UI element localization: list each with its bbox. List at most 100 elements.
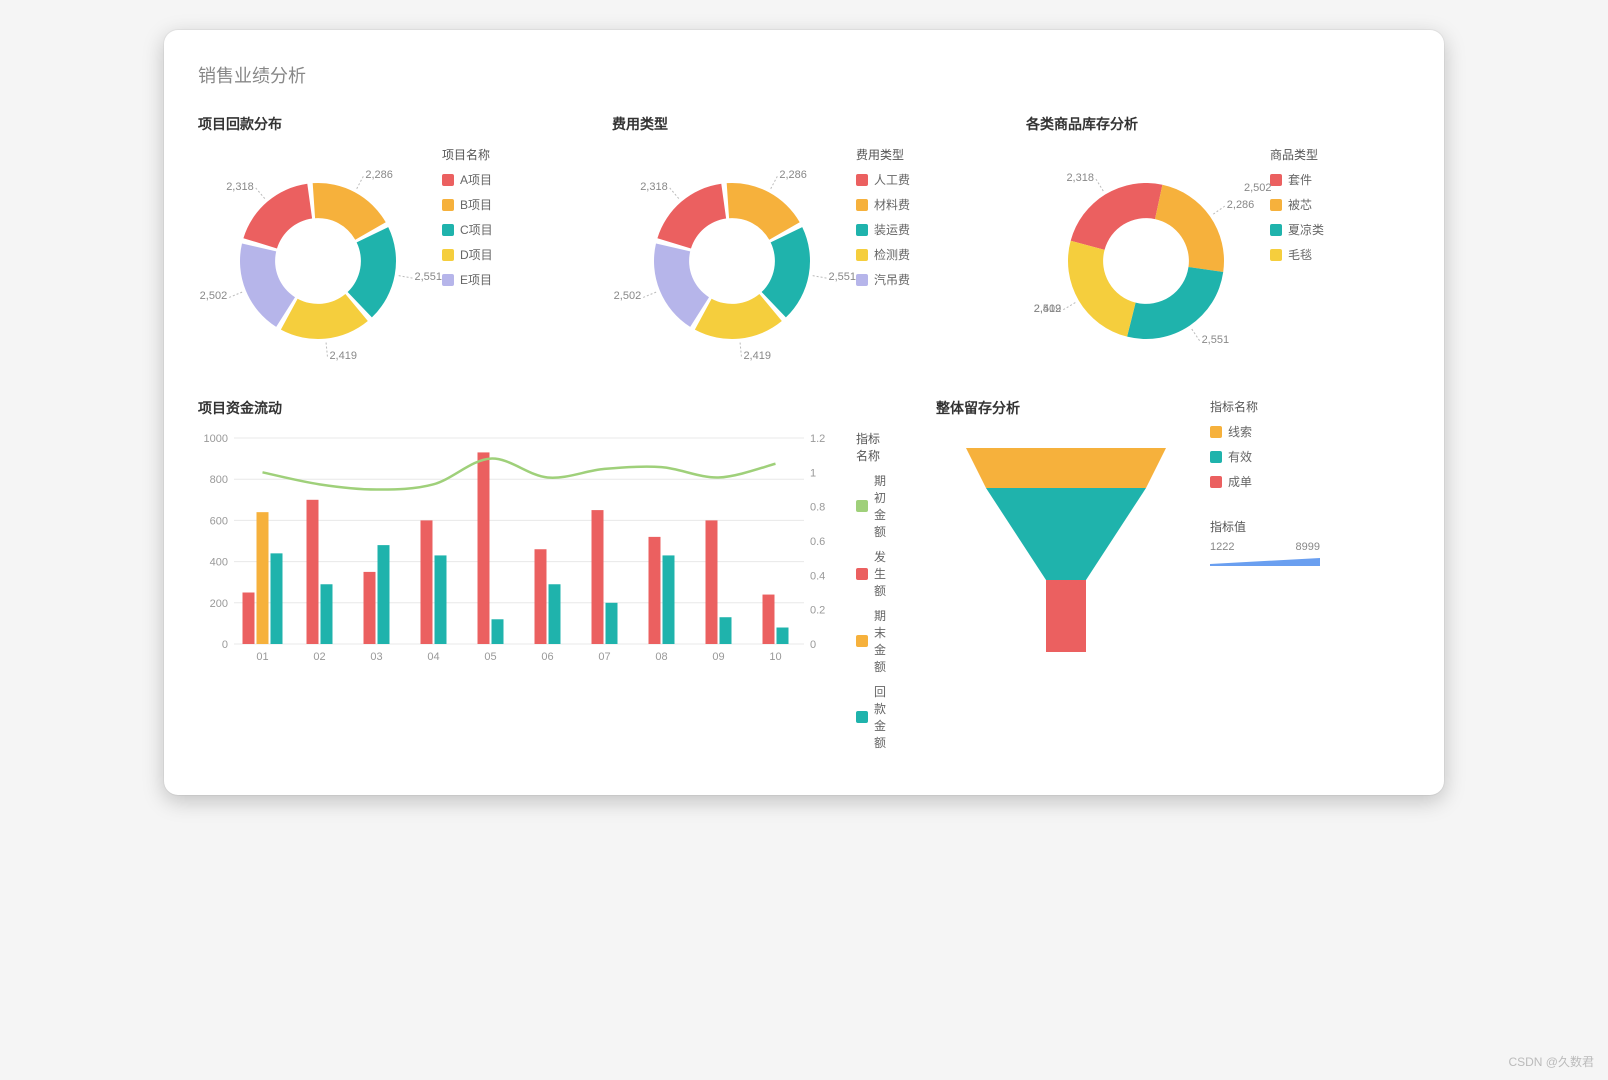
legend-swatch <box>1270 249 1282 261</box>
donut-value-label: 2,502 <box>200 290 228 302</box>
legend-item[interactable]: E项目 <box>442 271 493 288</box>
svg-text:04: 04 <box>427 651 439 663</box>
svg-text:0.4: 0.4 <box>810 570 825 582</box>
legend-item[interactable]: 夏凉类 <box>1270 221 1324 238</box>
legend-item[interactable]: 人工费 <box>856 171 910 188</box>
funnel-panel: 整体留存分析 指标名称 线索有效成单 指标值 1222 8999 <box>936 398 1410 759</box>
legend-item[interactable]: 被芯 <box>1270 196 1324 213</box>
bar[interactable] <box>706 520 718 644</box>
legend-label: 材料费 <box>874 196 910 213</box>
funnel-stage[interactable] <box>1046 580 1086 652</box>
funnel-stage[interactable] <box>986 488 1146 580</box>
bar[interactable] <box>777 628 789 644</box>
legend-item[interactable]: 装运费 <box>856 221 910 238</box>
donut-title: 费用类型 <box>612 114 996 134</box>
bar[interactable] <box>421 520 433 644</box>
donut-panel: 费用类型2,3182,2862,5512,4192,502费用类型人工费材料费装… <box>612 114 996 366</box>
legend-label: 有效 <box>1228 448 1252 465</box>
legend-swatch <box>856 199 868 211</box>
legend-label: 期初金额 <box>874 472 886 540</box>
donut-legend: 费用类型人工费材料费装运费检测费汽吊费 <box>856 146 910 296</box>
bar[interactable] <box>321 584 333 644</box>
bar[interactable] <box>549 584 561 644</box>
donut-slice[interactable] <box>695 294 782 339</box>
line-series[interactable] <box>263 459 776 490</box>
legend-item[interactable]: 发生额 <box>856 548 886 599</box>
legend-item[interactable]: C项目 <box>442 221 493 238</box>
dashboard: 销售业绩分析 项目回款分布2,3182,2862,5512,4192,502项目… <box>164 30 1444 795</box>
legend-item[interactable]: 汽吊费 <box>856 271 910 288</box>
legend-item[interactable]: D项目 <box>442 246 493 263</box>
svg-text:03: 03 <box>370 651 382 663</box>
funnel-stage[interactable] <box>966 448 1166 488</box>
legend-label: 汽吊费 <box>874 271 910 288</box>
legend-swatch <box>856 274 868 286</box>
legend-swatch <box>856 174 868 186</box>
watermark: CSDN @久数君 <box>1508 1053 1594 1070</box>
donut-slice[interactable] <box>1127 267 1223 339</box>
bar[interactable] <box>378 545 390 644</box>
donut-slice[interactable] <box>1071 183 1163 250</box>
donut-title: 各类商品库存分析 <box>1026 114 1410 134</box>
legend-swatch <box>856 500 868 512</box>
bar[interactable] <box>364 572 376 644</box>
bar[interactable] <box>720 617 732 644</box>
svg-text:600: 600 <box>210 515 228 527</box>
bar[interactable] <box>435 555 447 644</box>
dashboard-title: 销售业绩分析 <box>198 62 1410 88</box>
bar[interactable] <box>663 555 675 644</box>
donut-slice[interactable] <box>348 227 396 317</box>
legend-item[interactable]: 检测费 <box>856 246 910 263</box>
legend-item[interactable]: 材料费 <box>856 196 910 213</box>
donut-value-label: 2,318 <box>1066 172 1094 184</box>
legend-item[interactable]: 成单 <box>1210 473 1320 490</box>
bar[interactable] <box>606 603 618 644</box>
donut-slice[interactable] <box>281 294 368 339</box>
donut-slice[interactable] <box>654 243 709 326</box>
legend-swatch <box>1270 199 1282 211</box>
legend-item[interactable]: A项目 <box>442 171 493 188</box>
svg-text:07: 07 <box>598 651 610 663</box>
donut-slice[interactable] <box>727 183 800 240</box>
legend-label: E项目 <box>460 271 492 288</box>
legend-item[interactable]: 回款金额 <box>856 683 886 751</box>
legend-title: 费用类型 <box>856 146 910 163</box>
legend-item[interactable]: B项目 <box>442 196 493 213</box>
legend-label: 人工费 <box>874 171 910 188</box>
bar[interactable] <box>592 510 604 644</box>
bar[interactable] <box>649 537 661 644</box>
legend-item[interactable]: 线索 <box>1210 423 1320 440</box>
donut-value-label: 2,318 <box>226 181 254 193</box>
donut-slice[interactable] <box>243 184 312 249</box>
legend-swatch <box>856 568 868 580</box>
donut-slice[interactable] <box>762 227 810 317</box>
svg-text:0.6: 0.6 <box>810 536 825 548</box>
bar[interactable] <box>763 595 775 644</box>
legend-item[interactable]: 毛毯 <box>1270 246 1324 263</box>
bar[interactable] <box>307 500 319 644</box>
donut-slice[interactable] <box>313 183 386 240</box>
bar[interactable] <box>492 619 504 644</box>
donut-slice[interactable] <box>657 184 726 249</box>
combo-chart: 0200400600800100000.20.40.60.811.2010203… <box>198 430 838 670</box>
donut-slice[interactable] <box>1155 185 1224 272</box>
legend-label: 期末金额 <box>874 607 886 675</box>
donut-slice[interactable] <box>1068 241 1136 337</box>
legend-swatch <box>442 174 454 186</box>
legend-item[interactable]: 期初金额 <box>856 472 886 540</box>
legend-item[interactable]: 套件 <box>1270 171 1324 188</box>
legend-label: C项目 <box>460 221 493 238</box>
bar[interactable] <box>535 549 547 644</box>
bar[interactable] <box>478 452 490 644</box>
legend-label: 被芯 <box>1288 196 1312 213</box>
legend-swatch <box>1210 451 1222 463</box>
bar[interactable] <box>271 553 283 644</box>
legend-item[interactable]: 期末金额 <box>856 607 886 675</box>
bar[interactable] <box>257 512 269 644</box>
legend-item[interactable]: 有效 <box>1210 448 1320 465</box>
bar[interactable] <box>243 593 255 645</box>
legend-swatch <box>442 249 454 261</box>
donut-slice[interactable] <box>240 243 295 326</box>
legend-label: 装运费 <box>874 221 910 238</box>
donut-title: 项目回款分布 <box>198 114 582 134</box>
